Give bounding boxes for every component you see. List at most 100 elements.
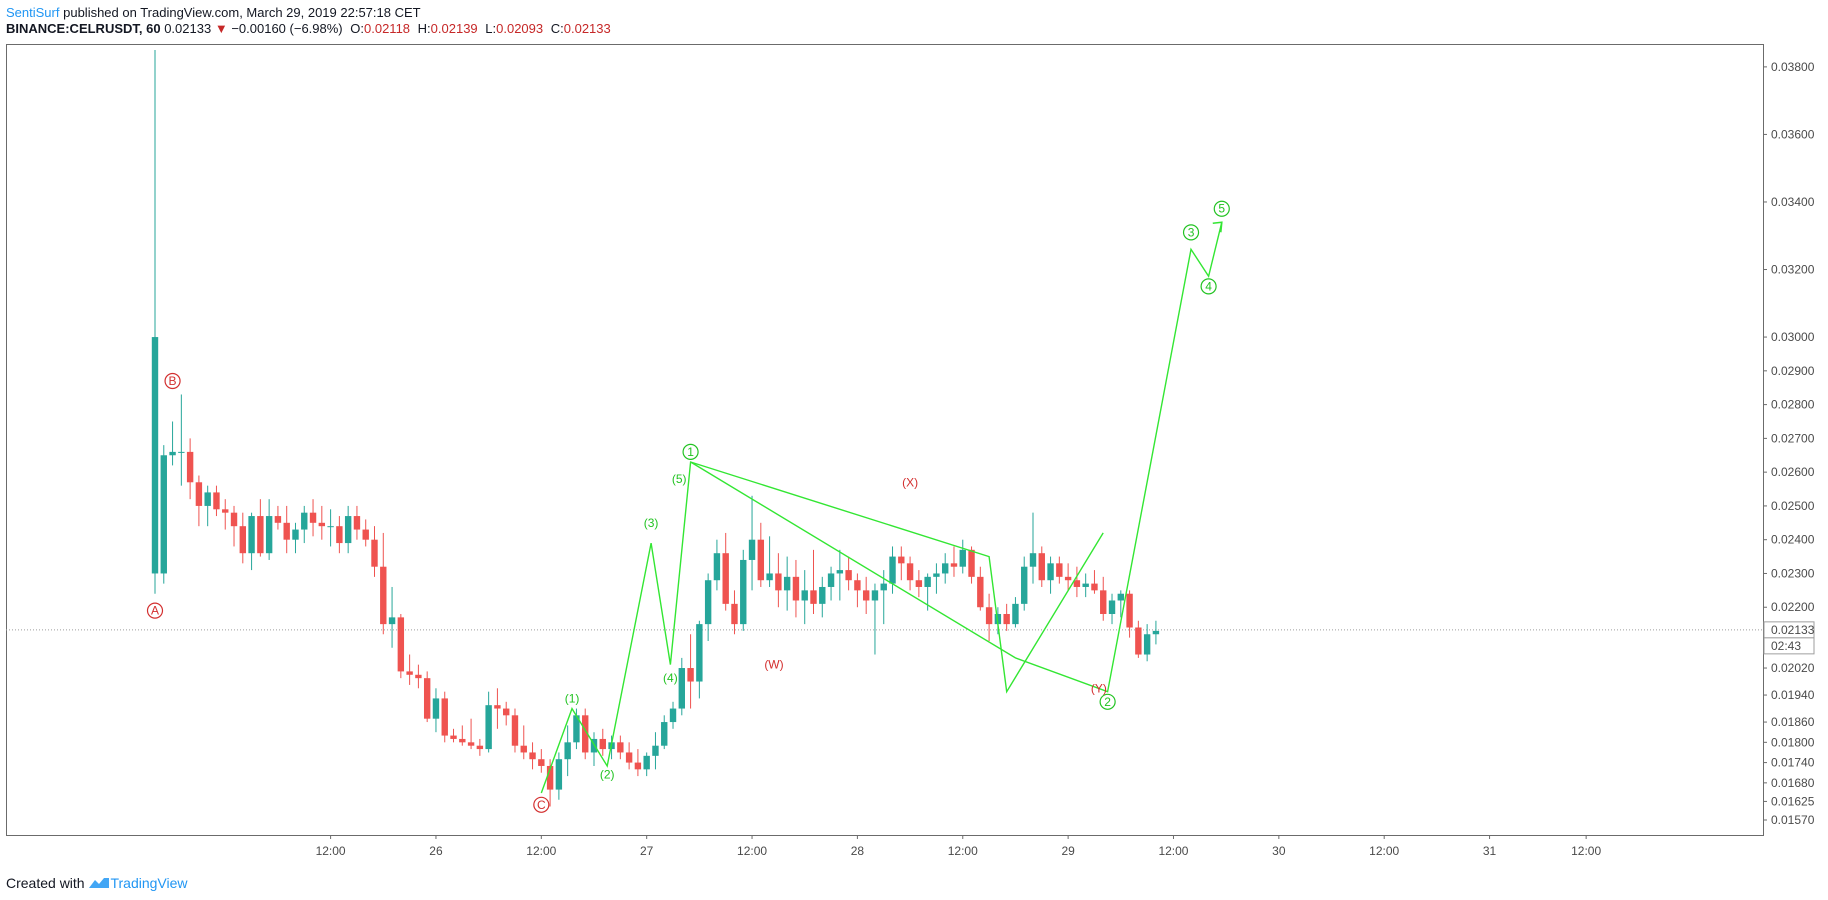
countdown-box [1763, 637, 1815, 655]
candle [1143, 624, 1151, 662]
symbol-label[interactable]: BINANCE:CELRUSDT, 60 [6, 21, 161, 36]
candle [915, 570, 923, 598]
candle-body [687, 668, 694, 682]
candle [845, 556, 852, 591]
wave-label-circle [1182, 224, 1200, 241]
tradingview-link[interactable]: TradingView [110, 875, 188, 891]
candle-body [652, 745, 659, 756]
candle [186, 438, 194, 500]
close-label: C: [550, 21, 564, 36]
candle [783, 556, 791, 611]
candle [292, 522, 299, 554]
candle-body [1012, 603, 1019, 625]
candle-body [862, 590, 870, 601]
candle-body [766, 573, 773, 581]
wave-label-circle [682, 443, 699, 460]
candle-body [898, 556, 905, 564]
time-tick-label: 12:00 [526, 844, 556, 858]
wave-label: (X) [902, 475, 918, 489]
wave-label-circle [1099, 693, 1116, 710]
time-tick-label: 12:00 [1369, 844, 1399, 858]
candle-body [204, 492, 211, 506]
candle [968, 546, 975, 584]
candle-body [889, 556, 896, 584]
time-tick-label: 12:00 [316, 844, 346, 858]
price-tick-label: 0.01800 [1771, 735, 1815, 749]
candle-body [1152, 630, 1160, 635]
price-tick-label: 0.01940 [1771, 688, 1815, 702]
candle [222, 499, 229, 530]
candle-body [292, 529, 299, 540]
candle [792, 559, 800, 618]
time-tick-label: 12:00 [737, 844, 767, 858]
open-label: O: [350, 21, 364, 36]
candle [257, 499, 264, 557]
candle [977, 566, 984, 611]
wave-label: 5 [1213, 200, 1230, 217]
tradingview-logo-icon[interactable] [88, 875, 110, 891]
candle-body [257, 516, 264, 554]
price-tick-label: 0.03600 [1771, 127, 1815, 141]
candle-body [406, 671, 413, 675]
wave-label: A [146, 602, 164, 619]
candle-body [178, 451, 185, 453]
candle [1012, 597, 1019, 628]
price-tick-label: 0.02300 [1771, 566, 1815, 580]
candle-body [634, 762, 642, 770]
candle [397, 613, 405, 679]
wave-label: 4 [1200, 278, 1217, 295]
wave-label: (5) [672, 472, 687, 486]
candle-body [353, 516, 361, 530]
wave-arrow-head [1212, 221, 1223, 233]
candle-body [1143, 634, 1151, 655]
candle [423, 671, 431, 723]
wave-label-text: (1) [565, 691, 580, 705]
candle [661, 715, 668, 750]
candle-body [792, 576, 800, 601]
candle [643, 752, 650, 777]
publish-info: SentiSurf published on TradingView.com, … [6, 5, 421, 20]
candle [459, 725, 466, 746]
high-value: 0.02139 [430, 21, 478, 36]
price-tick-label: 0.02800 [1771, 398, 1815, 412]
wave-label: (2) [600, 767, 615, 781]
candle [274, 505, 282, 530]
price-tick-label: 0.02020 [1771, 661, 1815, 675]
candle-body [1047, 563, 1054, 581]
candle-body [546, 765, 554, 790]
candle [740, 549, 747, 631]
candle-body [933, 573, 940, 577]
candle-body [239, 526, 246, 554]
low-label: L: [485, 21, 497, 36]
price-tick-label: 0.03200 [1771, 263, 1815, 277]
candle [862, 576, 870, 614]
candle [301, 505, 308, 544]
change-arrow-icon: ▼ [214, 21, 228, 36]
candle-body [599, 738, 606, 750]
candle [239, 512, 246, 564]
author-link[interactable]: SentiSurf [6, 5, 60, 20]
candle-body [151, 337, 159, 574]
candle-body [494, 705, 501, 709]
candle-body [265, 516, 273, 554]
candle-body [573, 715, 580, 743]
candle-body [169, 451, 176, 456]
candle-body [1056, 563, 1063, 577]
candle [1021, 556, 1028, 611]
candle-body [1073, 580, 1081, 587]
candle-body [301, 512, 308, 530]
candle-body [503, 708, 510, 716]
candle [564, 725, 571, 777]
candle [441, 691, 448, 743]
candle [1108, 593, 1116, 625]
candle-body [871, 590, 879, 601]
candle [485, 691, 492, 753]
candle [204, 485, 211, 527]
candle-body [582, 715, 589, 753]
wave-label-text: A [151, 604, 159, 618]
candle [1100, 576, 1107, 621]
candle-body [1117, 593, 1124, 601]
price-tick-label: 0.01740 [1771, 756, 1815, 770]
candle [520, 725, 527, 760]
